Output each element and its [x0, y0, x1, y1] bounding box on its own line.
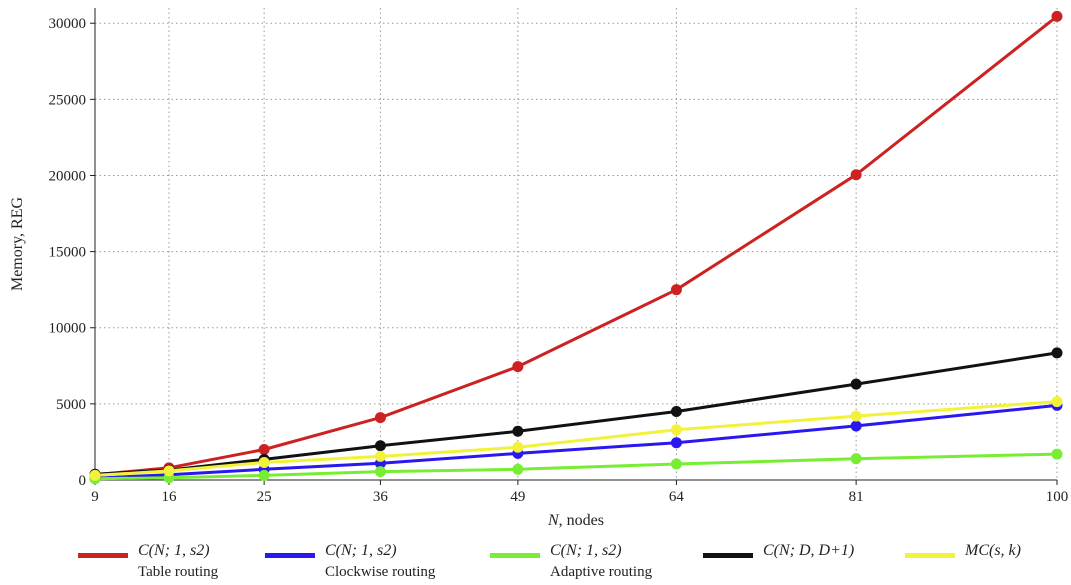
- data-point-d-routing-64: [670, 405, 682, 417]
- legend-sub-table-routing: Table routing: [138, 564, 219, 580]
- series-line-table-routing: [94, 15, 1058, 477]
- data-point-mc-16: [163, 465, 175, 477]
- legend-formula-mc: MC(s, k): [965, 542, 1021, 559]
- data-point-adaptive-routing-25: [258, 469, 270, 481]
- legend-formula-clockwise-routing: C(N; 1, s2): [325, 542, 397, 559]
- series-line-clockwise-routing: [94, 403, 1058, 480]
- data-point-mc-36: [374, 450, 386, 462]
- legend-swatch-clockwise-routing: [265, 553, 315, 558]
- x-tick-label-9: 9: [91, 489, 99, 505]
- data-point-d-routing-100: [1051, 347, 1063, 359]
- x-tick-label-64: 64: [669, 489, 685, 505]
- y-tick-label-20000: 20000: [49, 168, 87, 184]
- data-point-d-routing-49: [512, 425, 524, 437]
- series-line-adaptive-routing: [94, 452, 1058, 481]
- legend-swatch-table-routing: [78, 553, 128, 558]
- data-point-mc-81: [850, 410, 862, 422]
- legend-formula-d-routing: C(N; D, D+1): [763, 542, 855, 559]
- y-tick-label-0: 0: [79, 473, 87, 489]
- x-axis-title: N, nodes: [547, 512, 604, 529]
- legend-swatch-d-routing: [703, 553, 753, 558]
- data-point-table-routing-81: [850, 169, 862, 181]
- data-point-mc-100: [1051, 396, 1063, 408]
- data-point-d-routing-36: [374, 440, 386, 452]
- x-tick-label-100: 100: [1046, 489, 1069, 505]
- data-point-adaptive-routing-64: [670, 458, 682, 470]
- y-tick-label-25000: 25000: [49, 92, 87, 108]
- data-point-adaptive-routing-36: [374, 466, 386, 478]
- data-point-adaptive-routing-81: [850, 453, 862, 465]
- data-point-table-routing-64: [670, 284, 682, 296]
- data-point-adaptive-routing-100: [1051, 448, 1063, 460]
- data-point-mc-9: [89, 469, 101, 481]
- data-point-table-routing-100: [1051, 10, 1063, 22]
- line-chart: 9 16 25 36 49 64 81 100 0 5000 10000 15000 20000 2500…: [9, 8, 1069, 529]
- data-point-mc-64: [670, 424, 682, 436]
- data-point-table-routing-25: [258, 444, 270, 456]
- data-point-clockwise-routing-64: [670, 437, 682, 449]
- y-axis-title: Memory, REG: [9, 197, 26, 292]
- data-point-table-routing-49: [512, 361, 524, 373]
- legend-sub-adaptive-routing: Adaptive routing: [550, 564, 653, 580]
- y-tick-label-10000: 10000: [49, 321, 87, 337]
- x-tick-label-16: 16: [162, 489, 178, 505]
- y-tick-label-15000: 15000: [49, 245, 87, 261]
- legend-swatch-adaptive-routing: [490, 553, 540, 558]
- x-tick-label-36: 36: [373, 489, 389, 505]
- legend-formula-adaptive-routing: C(N; 1, s2): [550, 542, 622, 559]
- x-tick-label-25: 25: [257, 489, 272, 505]
- data-point-table-routing-36: [374, 412, 386, 424]
- x-tick-label-81: 81: [849, 489, 864, 505]
- data-point-clockwise-routing-81: [850, 420, 862, 432]
- x-tick-label-49: 49: [510, 489, 525, 505]
- series-line-mc: [94, 400, 1058, 477]
- y-tick-label-30000: 30000: [49, 16, 87, 32]
- legend: C(N; 1, s2) Table routing C(N; 1, s2) Cl…: [0, 540, 1071, 585]
- data-point-d-routing-81: [850, 378, 862, 390]
- data-point-adaptive-routing-49: [512, 463, 524, 475]
- legend-formula-table-routing: C(N; 1, s2): [138, 542, 210, 559]
- legend-swatch-mc: [905, 553, 955, 558]
- data-point-mc-25: [258, 456, 270, 468]
- data-point-mc-49: [512, 441, 524, 453]
- legend-sub-clockwise-routing: Clockwise routing: [325, 564, 436, 580]
- y-tick-label-5000: 5000: [56, 397, 86, 413]
